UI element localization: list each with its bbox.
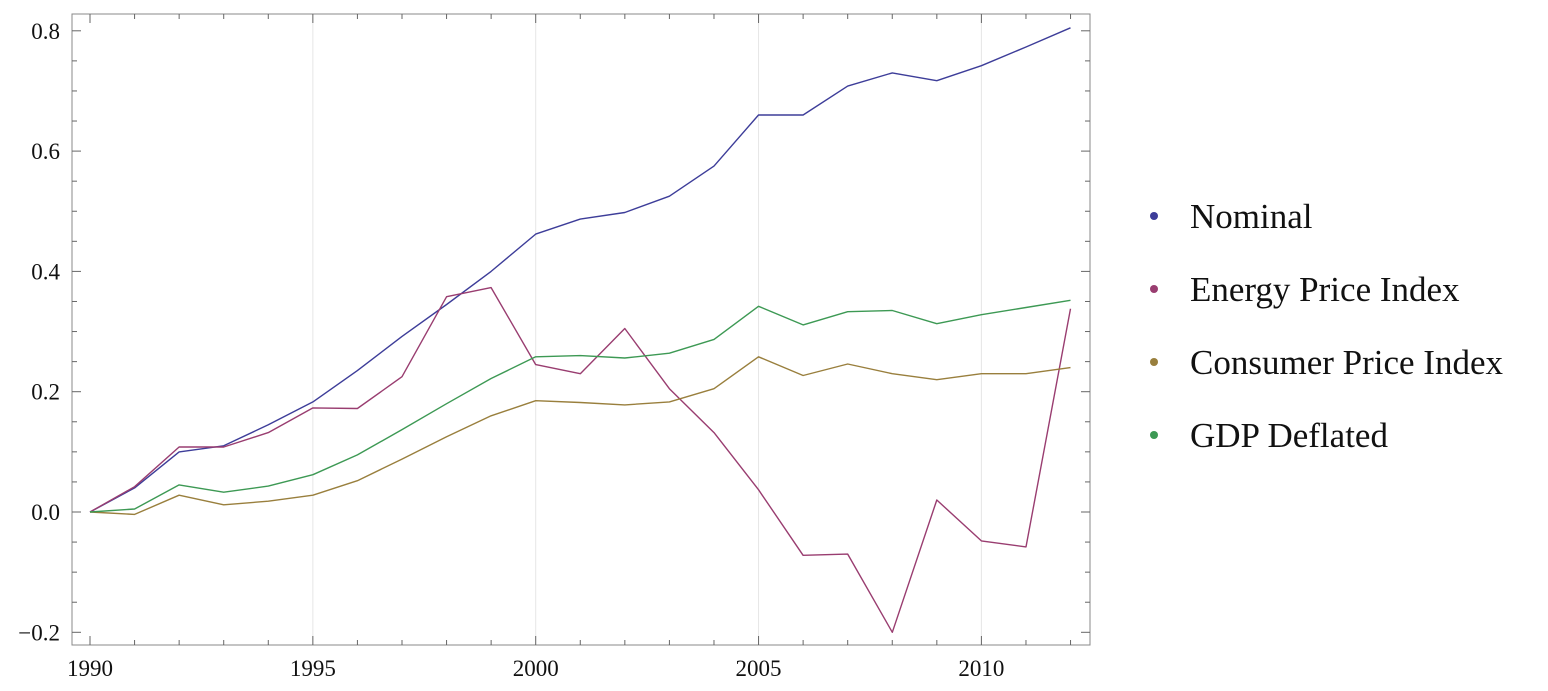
y-tick-label: −0.2 — [18, 620, 60, 645]
legend-label: Energy Price Index — [1190, 270, 1460, 309]
legend-marker-icon — [1150, 431, 1158, 439]
legend: Nominal Energy Price Index Consumer Price … — [1150, 197, 1503, 455]
x-tick-label: 1990 — [67, 656, 113, 681]
plot-frame — [71, 13, 1091, 646]
y-tick-label: 0.6 — [31, 139, 60, 164]
x-tick-label: 2010 — [958, 656, 1004, 681]
legend-marker-icon — [1150, 212, 1158, 220]
series-line-nominal — [89, 27, 1071, 513]
legend-label: Nominal — [1190, 197, 1313, 236]
series-lines — [89, 27, 1072, 633]
legend-label: GDP Deflated — [1190, 416, 1388, 455]
series-line-gdp-deflated — [89, 299, 1071, 513]
y-tick-label: 0.2 — [31, 380, 60, 405]
legend-marker-icon — [1150, 285, 1158, 293]
grid-lines — [312, 14, 982, 645]
y-tick-label: 0.8 — [31, 19, 60, 44]
legend-label: Consumer Price Index — [1190, 343, 1503, 382]
x-tick-label: 2000 — [513, 656, 559, 681]
y-tick-label: 0.0 — [31, 500, 60, 525]
x-tick-label: 2005 — [736, 656, 782, 681]
axis-ticks: 1990 1995 2000 2005 2010 −0.2 0.0 0.2 0.4 0.6 0.8 — [18, 14, 1090, 681]
series-line-energy-price-index — [89, 286, 1072, 633]
series-line-consumer-price-index — [89, 356, 1071, 516]
y-tick-label: 0.4 — [31, 259, 60, 284]
legend-marker-icon — [1150, 358, 1158, 366]
x-tick-label: 1995 — [290, 656, 336, 681]
